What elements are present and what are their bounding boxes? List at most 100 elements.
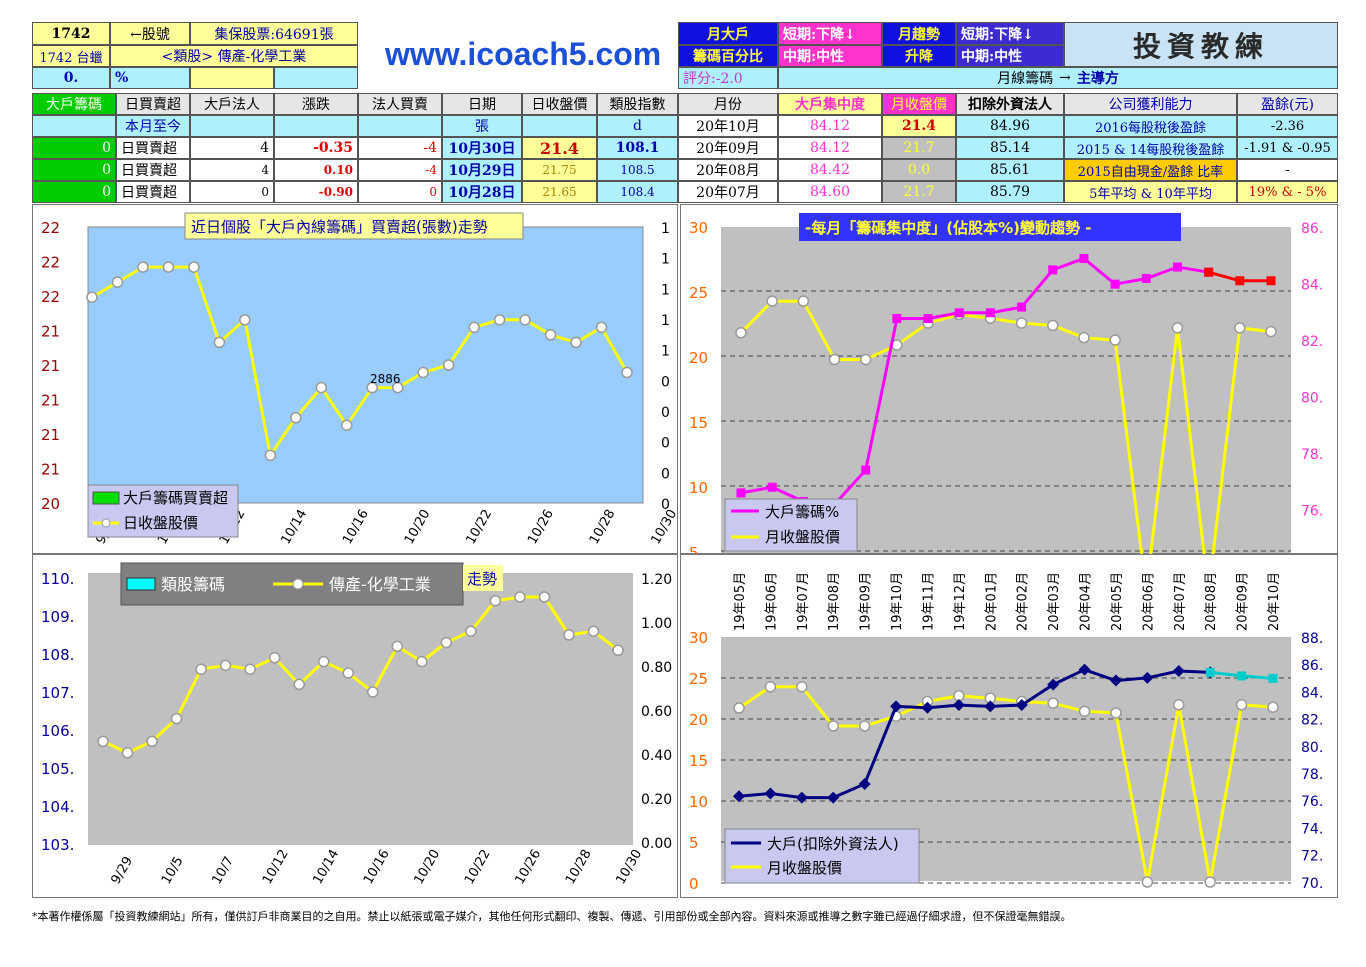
series-chips-point	[736, 488, 746, 498]
score-label: 評分:-2.0	[678, 67, 778, 89]
y-left-tick: 110.	[41, 570, 74, 588]
y-right-tick: 1	[661, 282, 670, 298]
y-right-tick: 70.	[1301, 876, 1323, 892]
series-excl-point	[1078, 663, 1091, 676]
chart-daily-chips: 22 22 22 21 21 21 21 21 20 1 1 1 1 1 0 0 0 0 0 2886 近日個股「大戶內…	[32, 204, 680, 554]
y-right-tick: 76.	[1301, 504, 1323, 520]
site-url[interactable]: www.icoach5.com	[385, 36, 662, 72]
table-subheader: 張	[442, 115, 522, 137]
series-close-point	[1047, 319, 1059, 332]
y-right-tick: 80.	[1301, 740, 1323, 756]
x-tick: 20年05月	[1110, 572, 1125, 631]
x-tick: 10/22	[463, 507, 495, 547]
series-excl-point	[921, 701, 934, 714]
y-right-tick: 0.20	[641, 792, 672, 808]
y-left-tick: 106.	[41, 722, 74, 740]
series-index-point	[317, 655, 330, 668]
legend-swatch	[92, 491, 120, 505]
chart-title: -每月「籌碼集中度」(佔股本%)變動趨勢 -	[805, 219, 1091, 237]
pct-label: %	[110, 67, 190, 89]
table-cell: 108.4	[597, 181, 678, 203]
y-left-tick: 20	[41, 495, 60, 513]
x-tick: 10/30	[648, 507, 679, 547]
series-chips-point	[1141, 273, 1151, 283]
series-close-point	[764, 681, 777, 693]
legend-label: 日收盤股價	[123, 514, 198, 532]
series-index-point	[170, 712, 183, 725]
y-right-tick: 1.20	[641, 572, 672, 588]
y-right-tick: 0.80	[641, 660, 672, 676]
y-left-tick: 21	[41, 357, 60, 375]
category-label: <類股> 傳產-化學工業	[110, 45, 358, 67]
legend-box	[724, 828, 920, 884]
series-index-point	[612, 644, 624, 656]
series-chips-point	[1079, 253, 1089, 263]
series-index-point	[489, 595, 502, 607]
series-close-point	[859, 353, 872, 366]
series-close-point	[544, 329, 557, 341]
table-cell: 0	[358, 181, 442, 203]
series-chips-recent-point	[1204, 267, 1214, 277]
table-cell: 0.10	[274, 159, 358, 181]
monthline-label: 月線籌碼	[997, 71, 1054, 87]
x-tick: 19年07月	[796, 572, 811, 631]
table-cell: 21.65	[522, 181, 597, 203]
code-arrow-label: ←股號	[110, 22, 190, 45]
lead-label: 主導方	[1076, 71, 1119, 87]
plot-area	[88, 573, 633, 845]
x-tick: 19年11月	[921, 572, 936, 631]
x-tick: 10/28	[563, 847, 595, 887]
legend-swatch	[126, 577, 156, 591]
y-left-tick: 21	[41, 323, 60, 341]
y-left-tick: 21	[41, 426, 60, 444]
chart4-svg: 19年05月 19年06月 19年07月 19年08月 19年09月 19年10月 19年1…	[689, 572, 1323, 893]
series-close-point	[111, 276, 124, 288]
x-tick: 19年10月	[890, 572, 905, 631]
table-cell: 85.14	[956, 137, 1064, 159]
series-chips-point	[892, 314, 902, 324]
table-header: 法人買賣	[358, 93, 442, 115]
plot-area	[87, 226, 644, 504]
y-left-tick: 22	[41, 254, 60, 272]
series-chips-point	[861, 465, 871, 475]
x-tick: 10/30	[613, 847, 645, 887]
x-tick: 10/16	[340, 507, 372, 547]
series-excl-point	[733, 790, 745, 803]
x-tick: 10/28	[587, 507, 619, 547]
y-right-tick: 0	[661, 374, 670, 390]
title-box	[799, 213, 1181, 241]
table-cell: 10月30日	[442, 137, 522, 159]
y-right-tick: 0.60	[641, 704, 672, 720]
y-left-tick: 103.	[41, 836, 74, 854]
series-chips-recent-point	[1235, 276, 1245, 286]
y-left-tick: 107.	[41, 684, 74, 702]
y-left-tick: 108.	[41, 646, 74, 664]
y-left-tick: 10	[689, 793, 708, 811]
legend-label: 大戶(扣除外資法人)	[767, 835, 899, 853]
table-cell: 84.96	[956, 115, 1064, 137]
mid-term-1: 中期:中性	[778, 45, 882, 67]
table-cell: 108.5	[597, 159, 678, 181]
x-tick: 19年12月	[953, 572, 968, 631]
footer-disclaimer: *本著作權係屬「投資教練網站」所有，僅供訂戶非商業目的之自用。禁止以紙張或電子媒…	[32, 910, 1072, 923]
y-left-tick: 30	[689, 629, 708, 647]
y-left-tick: 30	[689, 219, 708, 237]
y-right-tick: 78.	[1301, 447, 1323, 463]
table-cell: -4	[358, 159, 442, 181]
x-tick: 20年02月	[1016, 572, 1031, 631]
series-close-point	[366, 381, 378, 394]
title-box	[184, 212, 524, 240]
x-tick: 20年06月	[1141, 572, 1156, 631]
table-subheader	[274, 115, 358, 137]
table-cell: 84.60	[778, 181, 882, 203]
series-close-point	[162, 261, 175, 273]
series-excl-point	[1141, 671, 1154, 684]
series-chips-point	[985, 308, 995, 318]
series-close-point	[1204, 876, 1216, 888]
month-big-label: 月大戶	[678, 22, 778, 45]
table-header: 大戶集中度	[778, 93, 882, 115]
series-excl-point	[1172, 665, 1185, 678]
series-index-point	[219, 659, 232, 672]
table-cell: 20年10月	[678, 115, 778, 137]
table-cell: 19% & - 5%	[1237, 181, 1338, 203]
